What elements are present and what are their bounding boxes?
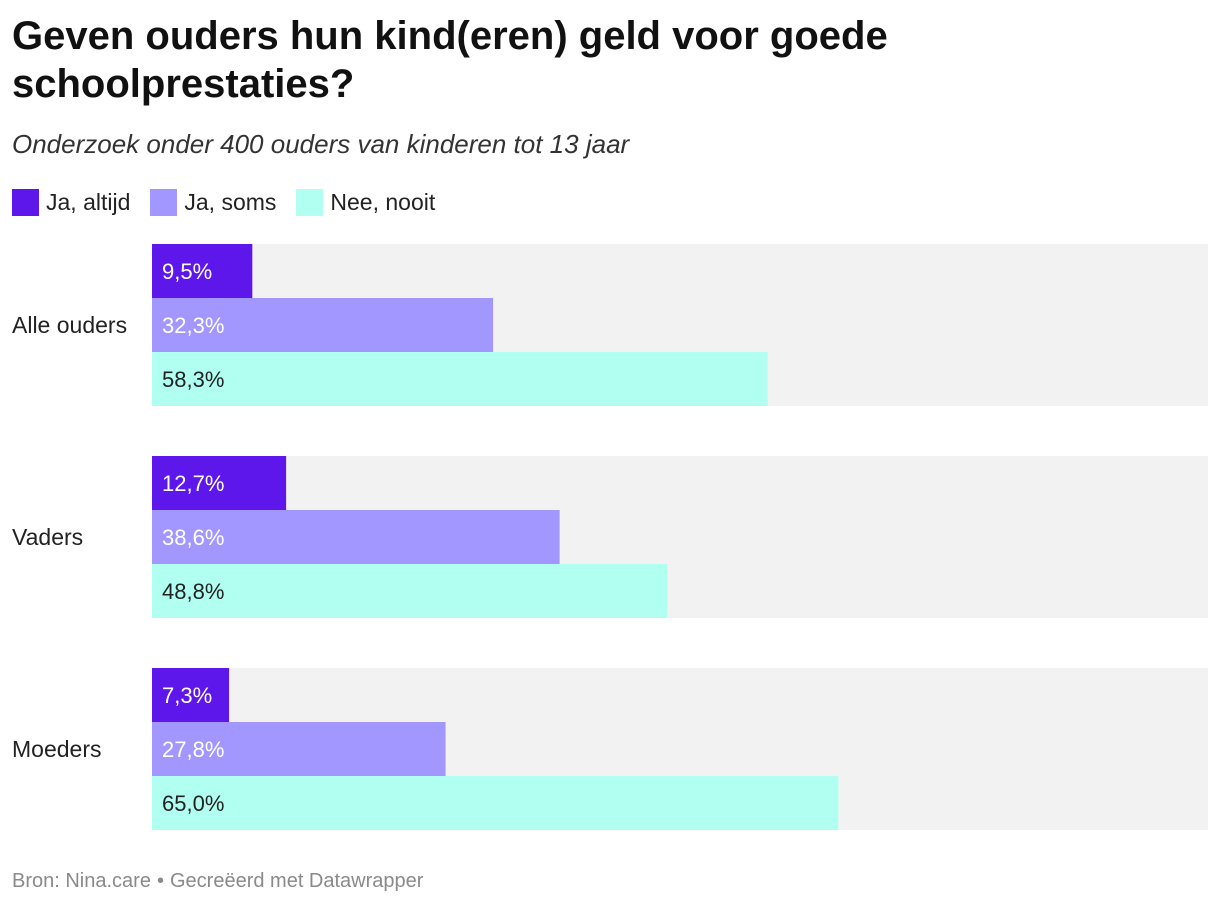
legend-label: Ja, soms <box>184 188 277 215</box>
bar-value-label: 12,7% <box>162 471 224 496</box>
bar-value-label: 32,3% <box>162 313 224 338</box>
bar <box>152 298 494 352</box>
bar <box>152 776 839 830</box>
category-label: Moeders <box>12 736 101 762</box>
footer-credit: Gecreëerd met Datawrapper <box>169 870 424 892</box>
bar <box>152 456 287 510</box>
bar-value-label: 38,6% <box>162 525 224 550</box>
bar-value-label: 48,8% <box>162 579 224 604</box>
bar-value-label: 58,3% <box>162 367 224 392</box>
bar <box>152 244 253 298</box>
legend-swatch <box>150 188 178 216</box>
bar <box>152 668 230 722</box>
footer-source: Bron: Nina.care <box>12 870 151 892</box>
legend-label: Ja, altijd <box>46 188 131 215</box>
legend: Ja, altijd Ja, soms Nee, nooit <box>12 186 455 218</box>
chart-subtitle: Onderzoek onder 400 ouders van kinderen … <box>12 129 630 159</box>
legend-item-3: Nee, nooit <box>296 188 436 216</box>
footer: Bron: Nina.care • Gecreëerd met Datawrappe… <box>12 870 423 893</box>
bar <box>152 352 768 406</box>
bar-value-label: 7,3% <box>162 683 212 708</box>
chart-title: Geven ouders hun kind(eren) geld voor go… <box>12 14 888 106</box>
bar <box>152 722 446 776</box>
legend-swatch <box>296 188 324 216</box>
bar-value-label: 65,0% <box>162 791 224 816</box>
category-label: Alle ouders <box>12 312 127 338</box>
bar-value-label: 27,8% <box>162 737 224 762</box>
bar <box>152 510 560 564</box>
legend-item-2: Ja, soms <box>150 188 277 216</box>
bar-value-label: 9,5% <box>162 259 212 284</box>
legend-swatch <box>12 188 39 216</box>
category-label: Vaders <box>12 524 83 550</box>
footer-separator: • <box>156 870 164 892</box>
legend-item-1: Ja, altijd <box>12 188 131 216</box>
legend-label: Nee, nooit <box>330 188 436 215</box>
bar <box>152 564 668 618</box>
